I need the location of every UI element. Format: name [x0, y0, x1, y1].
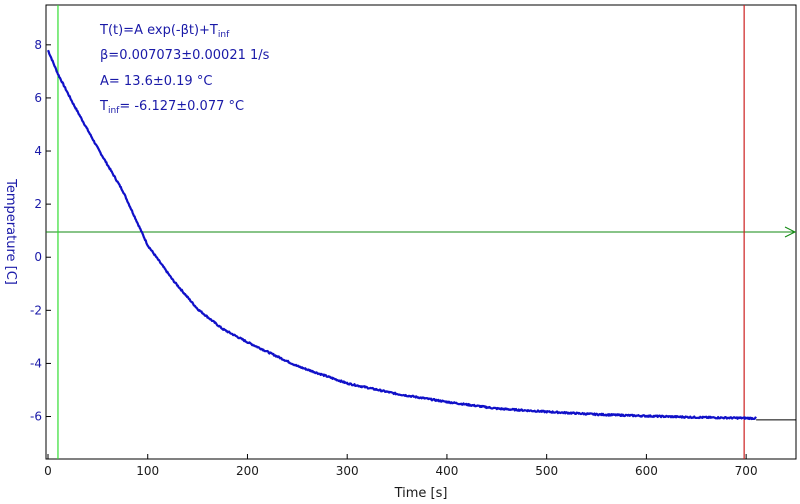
y-tick-label: -6	[30, 410, 42, 424]
y-axis-title: Temperature [C]	[3, 178, 18, 285]
x-tick-label: 200	[236, 464, 259, 478]
fit-annotation: T(t)=A exp(-βt)+Tinf β=0.007073±0.00021 …	[99, 23, 270, 116]
y-tick-label: -4	[30, 356, 42, 370]
x-tick-label: 300	[336, 464, 359, 478]
y-tick-label: 6	[34, 91, 42, 105]
fit-beta-text: β=0.007073±0.00021 1/s	[100, 48, 270, 63]
x-tick-label: 100	[136, 464, 159, 478]
baseline-arrowhead	[784, 226, 797, 238]
x-tick-label: 600	[635, 464, 658, 478]
x-tick-label: 500	[535, 464, 558, 478]
x-tick-label: 700	[735, 464, 758, 478]
y-tick-label: 2	[34, 197, 42, 211]
x-tick-label: 400	[435, 464, 458, 478]
y-axis: -6 -4 -2 0 2 4 6 8	[30, 38, 51, 424]
y-tick-label: 4	[34, 144, 42, 158]
x-axis-title: Time [s]	[394, 486, 448, 501]
y-tick-label: 8	[34, 38, 42, 52]
fit-model-text: T(t)=A exp(-βt)+Tinf	[99, 23, 230, 40]
fit-tinf-text: Tinf= -6.127±0.077 °C	[99, 99, 244, 116]
y-tick-label: -2	[30, 303, 42, 317]
y-tick-label: 0	[34, 250, 42, 264]
x-tick-label: 0	[44, 464, 52, 478]
x-axis: 0 100 200 300 400 500 600 700	[44, 454, 758, 478]
fit-amplitude-text: A= 13.6±0.19 °C	[100, 74, 212, 89]
temperature-data-series	[46, 49, 757, 421]
